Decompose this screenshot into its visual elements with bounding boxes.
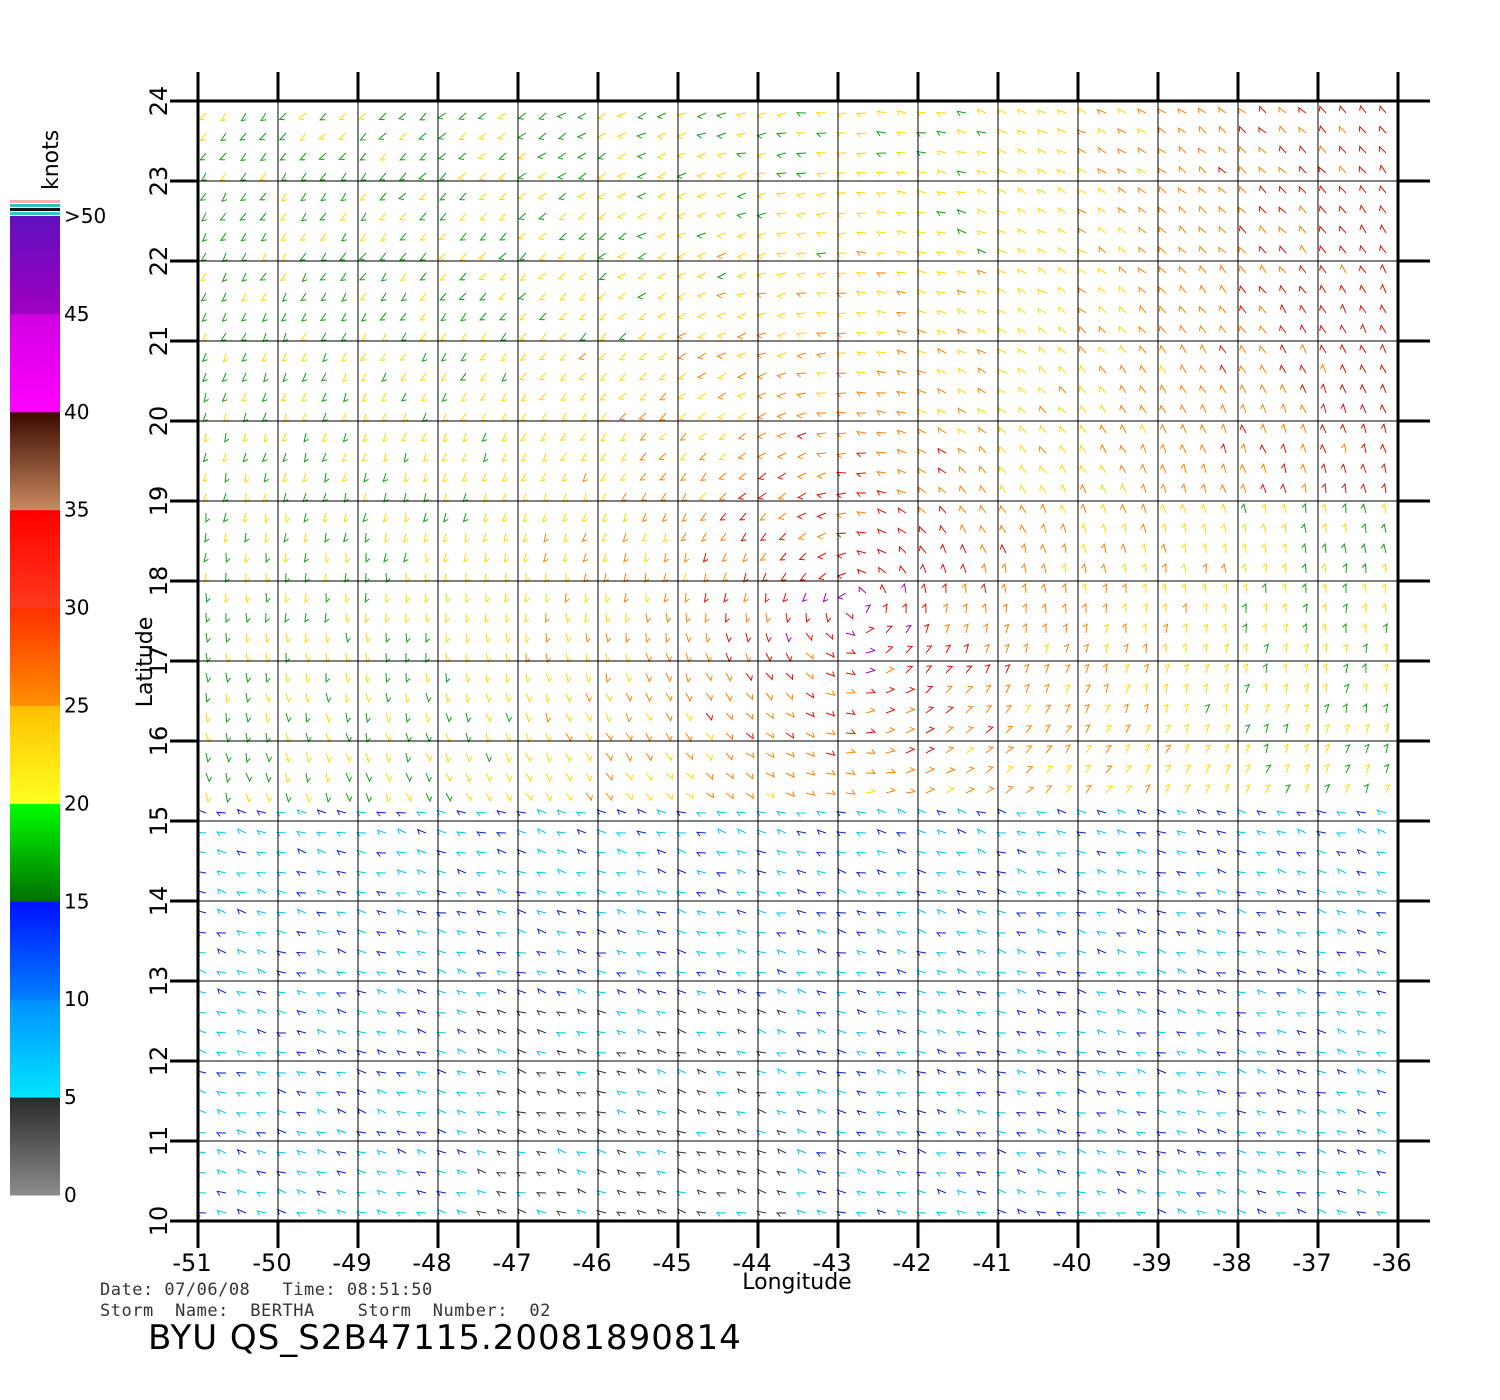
longitude-tick-label: -46 — [572, 1249, 611, 1277]
speed-colorbar — [10, 200, 60, 1196]
longitude-tick-label: -51 — [172, 1249, 211, 1277]
latitude-tick-label: 16 — [145, 726, 173, 757]
colorbar-band — [10, 411, 60, 511]
colorbar-label: 10 — [64, 987, 89, 1011]
colorbar-label: 40 — [64, 400, 89, 424]
colorbar-label: 25 — [64, 694, 89, 718]
colorbar-labels: 0 5 10 15 20 25 30 35 40 45 >50 — [64, 204, 106, 1207]
latitude-tick-label: 12 — [145, 1046, 173, 1077]
colorbar-stripe — [10, 200, 60, 203]
colorbar-band — [10, 216, 60, 315]
wind-barb-group — [525, 106, 1347, 802]
map-frame — [170, 72, 1430, 1248]
colorbar-band — [10, 803, 60, 902]
wind-barb-group — [199, 110, 1390, 804]
y-axis-title: Latitude — [133, 617, 158, 708]
colorbar-stripe — [10, 212, 60, 215]
wind-barb-group — [785, 582, 912, 674]
longitude-tick-label: -50 — [252, 1249, 291, 1277]
wind-barb-group — [195, 808, 1387, 1218]
colorbar-band — [10, 509, 60, 609]
latitude-tick-label: 13 — [145, 966, 173, 997]
colorbar-label: 0 — [64, 1183, 77, 1207]
colorbar-label: 45 — [64, 302, 89, 326]
colorbar-stripe — [10, 204, 60, 207]
colorbar-label: 30 — [64, 596, 89, 620]
latitude-tick-label: 24 — [145, 86, 173, 117]
latitude-tick-label: 14 — [145, 886, 173, 917]
longitude-tick-label: -45 — [652, 1249, 691, 1277]
longitude-tick-label: -49 — [332, 1249, 371, 1277]
colorbar-band — [10, 607, 60, 706]
wind-barb-group — [198, 107, 1391, 804]
latitude-tick-label: 15 — [145, 806, 173, 837]
latitude-tick-label: 22 — [145, 246, 173, 277]
longitude-tick-label: -36 — [1372, 1249, 1411, 1277]
latitude-tick-label: 17 — [145, 646, 173, 677]
latitude-tick-label: 19 — [145, 486, 173, 517]
date-time-line: Date: 07/06/08 Time: 08:51:50 — [100, 1280, 433, 1300]
colorbar-label: 35 — [64, 498, 89, 522]
colorbar-label: 20 — [64, 791, 89, 815]
colorbar-label: 5 — [64, 1085, 77, 1109]
longitude-tick-label: -43 — [812, 1249, 851, 1277]
wind-barb-group — [476, 1008, 787, 1218]
longitude-tick-label: -37 — [1292, 1249, 1331, 1277]
longitude-tick-label: -44 — [732, 1249, 771, 1277]
colorbar-band — [10, 705, 60, 804]
colorbar-label: 15 — [64, 889, 89, 913]
longitude-tick-labels: -51 -50 -49 -48 -47 -46 -45 -44 -43 -42 -41 -40 -39 -… — [172, 1249, 1411, 1277]
colorbar-band — [10, 901, 60, 1000]
wind-barb-group — [195, 808, 1387, 1217]
longitude-tick-label: -39 — [1132, 1249, 1171, 1277]
latitude-tick-label: 11 — [145, 1126, 173, 1157]
colorbar-stripe — [10, 208, 60, 211]
longitude-tick-label: -48 — [412, 1249, 451, 1277]
latitude-tick-label: 10 — [145, 1206, 173, 1237]
longitude-tick-label: -41 — [972, 1249, 1011, 1277]
latitude-tick-label: 18 — [145, 566, 173, 597]
longitude-tick-label: -38 — [1212, 1249, 1251, 1277]
latitude-tick-label: 21 — [145, 326, 173, 357]
colorbar-label: >50 — [64, 204, 106, 228]
storm-info-line: Storm Name: BERTHA Storm Number: 02 — [100, 1301, 551, 1321]
product-id: BYU QS_S2B47115.20081890814 — [148, 1318, 742, 1358]
latitude-tick-label: 20 — [145, 406, 173, 437]
colorbar-unit-label: knots — [39, 130, 64, 190]
colorbar-band — [10, 999, 60, 1098]
wind-barb-group — [702, 104, 1387, 756]
latitude-tick-label: 23 — [145, 166, 173, 197]
longitude-tick-label: -47 — [492, 1249, 531, 1277]
longitude-tick-label: -40 — [1052, 1249, 1091, 1277]
colorbar-band — [10, 1097, 60, 1196]
longitude-tick-label: -42 — [892, 1249, 931, 1277]
latitude-tick-labels: 10 11 12 13 14 15 16 17 18 19 20 21 22 23 24 — [145, 86, 173, 1237]
x-axis-title: Longitude — [742, 1270, 851, 1295]
colorbar-band — [10, 313, 60, 413]
